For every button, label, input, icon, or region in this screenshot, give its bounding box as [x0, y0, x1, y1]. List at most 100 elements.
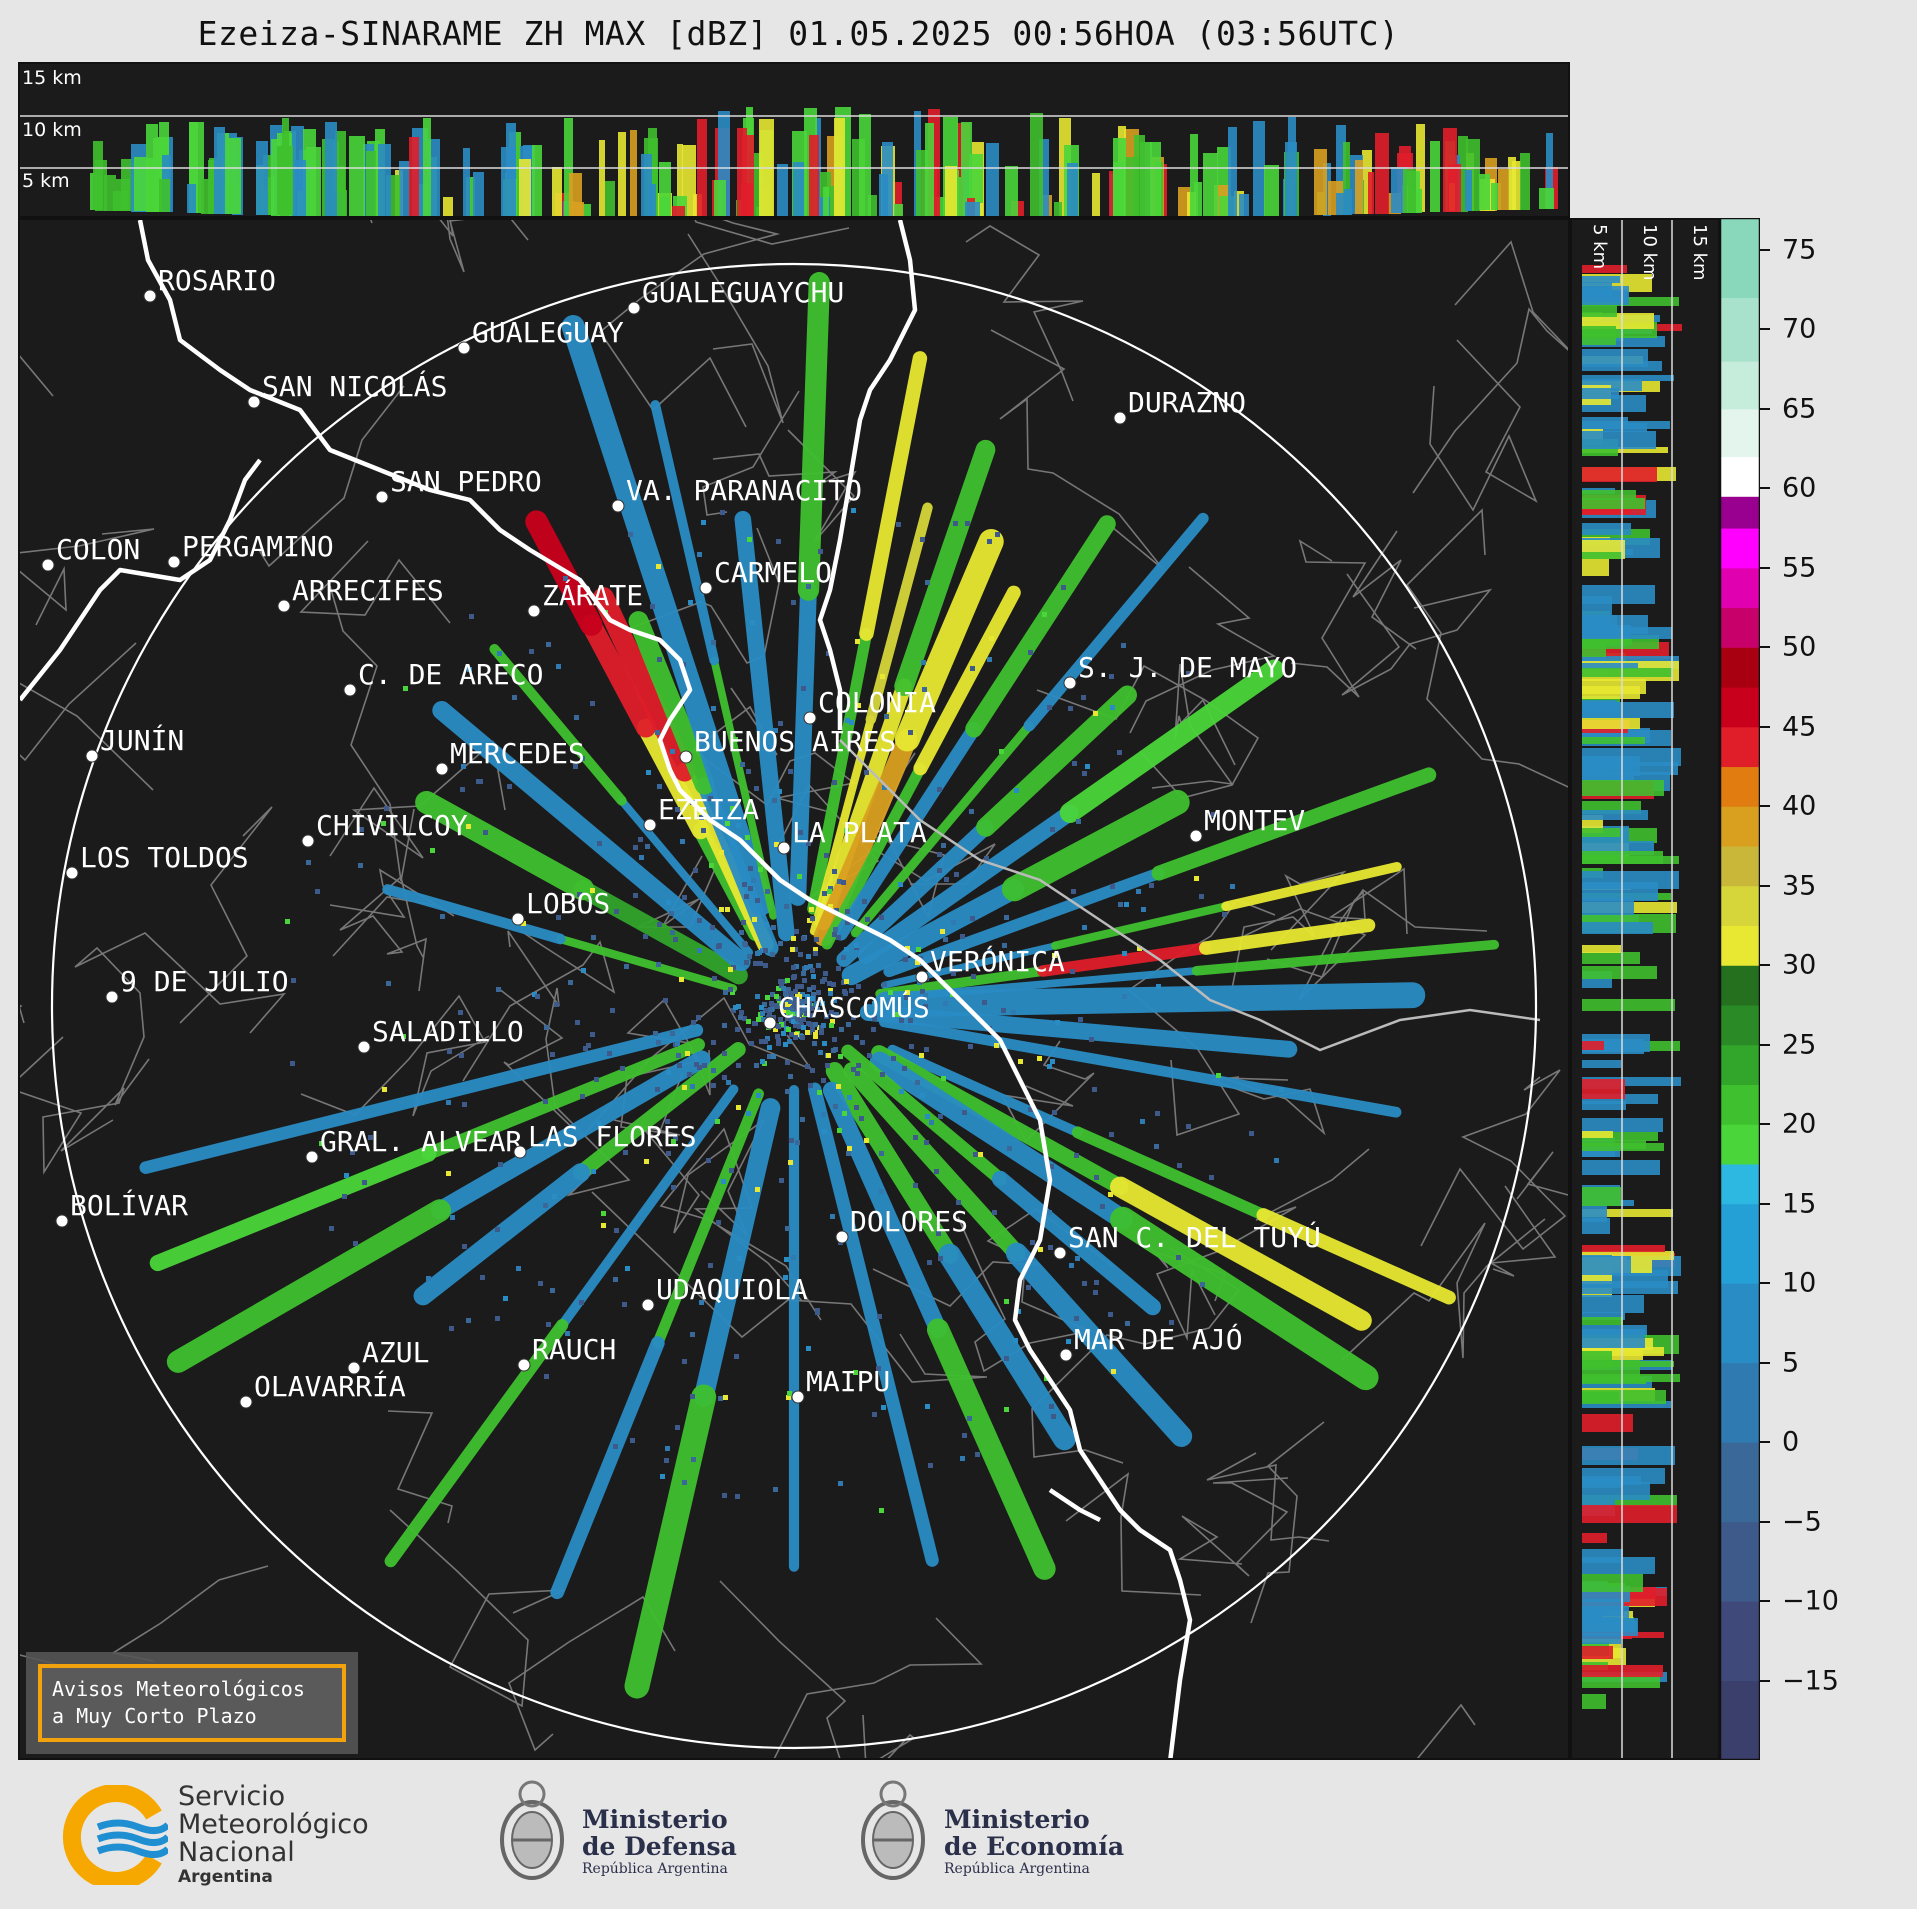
reflectivity-pixel: [815, 1007, 820, 1012]
reflectivity-pixel: [992, 1210, 997, 1215]
side-echo-row: [1582, 490, 1636, 500]
reflectivity-pixel: [290, 1061, 295, 1066]
city-marker[interactable]: MAIPU: [791, 1365, 890, 1404]
top-echo-column: [777, 164, 788, 216]
reflectivity-pixel: [943, 937, 948, 942]
reflectivity-pixel: [812, 1041, 817, 1046]
reflectivity-pixel: [818, 1050, 823, 1055]
reflectivity-pixel: [898, 882, 903, 887]
city-marker[interactable]: LOBOS: [511, 887, 610, 926]
colorbar-tick-mark: [1760, 566, 1770, 569]
city-label: GRAL. ALVEAR: [320, 1125, 522, 1158]
reflectivity-pixel: [879, 915, 884, 920]
city-marker[interactable]: BOLÍVAR: [55, 1188, 188, 1228]
city-marker[interactable]: GUALEGUAYCHU: [627, 276, 844, 315]
reflectivity-pixel: [920, 989, 925, 994]
reflectivity-pixel: [613, 1277, 618, 1282]
top-echo-column: [677, 144, 683, 216]
top-echo-column: [1362, 150, 1372, 214]
city-marker[interactable]: RAUCH: [517, 1333, 616, 1372]
city-marker[interactable]: DURAZNO: [1113, 386, 1246, 425]
city-marker[interactable]: DOLORES: [835, 1205, 968, 1244]
top-echo-column: [1253, 121, 1265, 216]
city-marker[interactable]: GUALEGUAY: [457, 316, 624, 355]
reflectivity-pixel: [579, 1300, 584, 1305]
city-dot: [435, 762, 449, 776]
top-echo-column: [501, 147, 516, 216]
reflectivity-pixel: [774, 1003, 779, 1008]
side-echo-row: [1582, 265, 1627, 273]
city-marker[interactable]: ROSARIO: [143, 264, 276, 303]
reflectivity-pixel: [773, 728, 778, 733]
reflectivity-pixel: [781, 1031, 786, 1036]
reflectivity-pixel: [1007, 1146, 1012, 1151]
city-marker[interactable]: 9 DE JULIO: [105, 965, 289, 1004]
city-marker[interactable]: VA. PARANACITO: [611, 474, 862, 513]
city-marker[interactable]: MAR DE AJÓ: [1059, 1322, 1243, 1362]
reflectivity-pixel: [1137, 946, 1142, 951]
city-marker[interactable]: OLAVARRÍA: [239, 1369, 406, 1409]
city-marker[interactable]: S. J. DE MAYO: [1063, 651, 1297, 690]
reflectivity-pixel: [938, 1256, 943, 1261]
reflectivity-pixel: [882, 785, 887, 790]
side-echo-row: [1582, 276, 1620, 283]
city-dot: [347, 1361, 361, 1375]
city-dot: [513, 1145, 527, 1159]
city-marker[interactable]: EZEIZA: [643, 793, 759, 832]
city-marker[interactable]: SAN PEDRO: [375, 465, 542, 504]
city-marker[interactable]: CARMELO: [699, 556, 832, 595]
colorbar-tick-label: −15: [1782, 1665, 1839, 1696]
reflectivity-pixel: [909, 1044, 914, 1049]
reflectivity-pixel: [1002, 943, 1007, 948]
city-marker[interactable]: UDAQUIOLA: [641, 1273, 808, 1312]
city-marker[interactable]: SALADILLO: [357, 1015, 524, 1054]
city-marker[interactable]: BUENOS AIRES: [679, 725, 896, 764]
reflectivity-pixel: [822, 891, 827, 896]
city-marker[interactable]: COLON: [41, 533, 140, 572]
reflectivity-ray: [734, 510, 795, 942]
radar-map-panel[interactable]: ROSARIO GUALEGUAYCHU GUALEGUAY SAN NICOLÁS D…: [18, 218, 1570, 1760]
warning-box[interactable]: Avisos Meteorológicos a Muy Corto Plazo: [38, 1664, 346, 1742]
city-marker[interactable]: CHASCOMÚS: [763, 990, 930, 1030]
city-marker[interactable]: C. DE ARECO: [343, 658, 543, 697]
city-marker[interactable]: SAN NICOLÁS: [247, 369, 447, 409]
city-marker[interactable]: SAN C. DEL TUYÚ: [1053, 1220, 1321, 1260]
city-marker[interactable]: CHIVILCOY: [301, 809, 468, 848]
city-marker[interactable]: GRAL. ALVEAR: [305, 1125, 522, 1164]
reflectivity-pixel: [938, 1114, 943, 1119]
reflectivity-ray: [139, 1023, 704, 1174]
city-marker[interactable]: JUNÍN: [85, 723, 184, 763]
defensa-line1: Ministerio: [582, 1805, 728, 1834]
reflectivity-pixel: [804, 965, 809, 970]
city-marker[interactable]: AZUL: [347, 1336, 429, 1375]
city-marker[interactable]: COLONIA: [803, 686, 936, 725]
reflectivity-pixel: [638, 837, 643, 842]
side-echo-row: [1582, 498, 1645, 509]
reflectivity-pixel: [607, 1051, 612, 1056]
top-echo-column: [1458, 136, 1468, 212]
city-marker[interactable]: LOS TOLDOS: [65, 841, 249, 880]
reflectivity-pixel: [748, 886, 753, 891]
reflectivity-pixel: [1118, 902, 1123, 907]
city-marker[interactable]: ZÁRATE: [527, 578, 643, 618]
city-label: RAUCH: [532, 1333, 616, 1366]
city-marker[interactable]: LA PLATA: [777, 816, 927, 855]
reflectivity-pixel: [726, 1080, 731, 1085]
city-marker[interactable]: VERÓNICA: [915, 944, 1065, 984]
city-marker[interactable]: PERGAMINO: [167, 530, 334, 569]
reflectivity-pixel: [565, 1331, 570, 1336]
city-label: C. DE ARECO: [358, 658, 543, 691]
city-marker[interactable]: MONTEV: [1189, 804, 1305, 843]
radar-map-svg[interactable]: ROSARIO GUALEGUAYCHU GUALEGUAY SAN NICOLÁS D…: [20, 220, 1570, 1760]
reflectivity-pixel: [625, 1266, 630, 1271]
reflectivity-pixel: [736, 1004, 741, 1009]
top-echo-column: [945, 166, 957, 216]
reflectivity-pixel: [552, 1194, 557, 1199]
city-marker[interactable]: LAS FLORES: [513, 1120, 697, 1159]
city-marker[interactable]: ARRECIFES: [277, 574, 444, 613]
side-echo-row: [1582, 1633, 1621, 1644]
reflectivity-pixel: [691, 1457, 696, 1462]
city-marker[interactable]: MERCEDES: [435, 737, 585, 776]
side-echo-row: [1582, 552, 1622, 559]
reflectivity-pixel: [575, 1020, 580, 1025]
